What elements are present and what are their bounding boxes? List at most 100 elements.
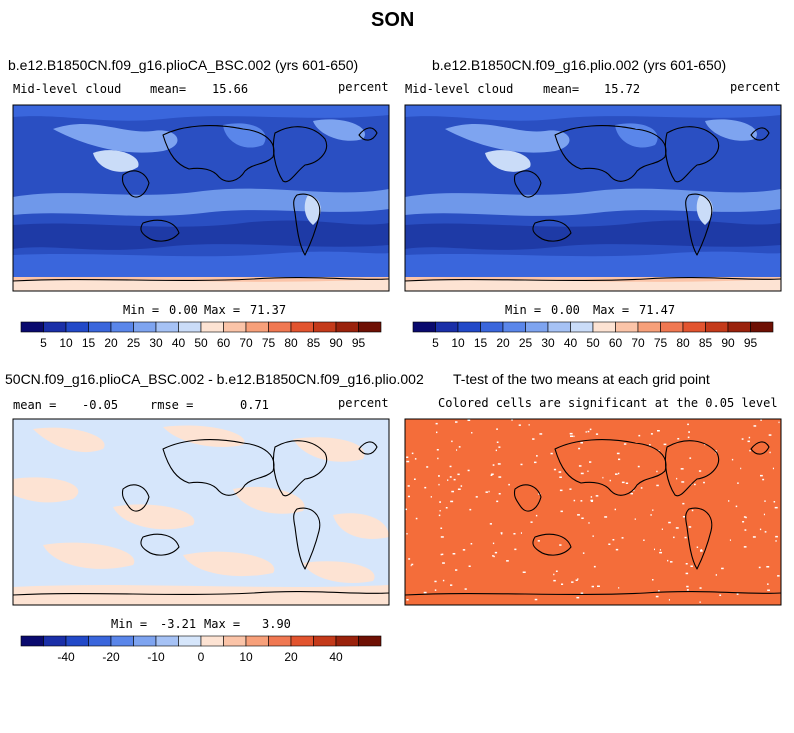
- max-label-top-right: Max =: [593, 303, 630, 317]
- colorbar-tick-label: 70: [239, 336, 253, 350]
- insignificant-cell: [759, 528, 762, 531]
- insignificant-cell: [593, 565, 596, 568]
- insignificant-cell: [411, 563, 414, 566]
- insignificant-cell: [582, 552, 585, 554]
- insignificant-cell: [434, 589, 437, 591]
- insignificant-cell: [458, 446, 461, 448]
- insignificant-cell: [491, 473, 494, 475]
- insignificant-cell: [689, 457, 692, 459]
- colorbar-swatch: [245, 635, 269, 647]
- colorbar-tick-label: 20: [496, 336, 510, 350]
- insignificant-cell: [766, 566, 770, 568]
- cloud-field-abs: [405, 105, 781, 291]
- colorbar-swatch: [88, 321, 112, 333]
- colorbar-swatch: [65, 321, 89, 333]
- insignificant-cell: [676, 477, 678, 480]
- insignificant-cell: [464, 588, 467, 590]
- insignificant-cell: [496, 441, 499, 443]
- insignificant-cell: [457, 488, 461, 490]
- colorbar-tick-label: 5: [432, 336, 439, 350]
- min-value-top-left: 0.00: [169, 303, 198, 317]
- insignificant-cell: [410, 564, 412, 567]
- colorbar-tick-label: 5: [40, 336, 47, 350]
- insignificant-cell: [728, 500, 730, 502]
- insignificant-cell: [696, 546, 699, 548]
- insignificant-cell: [659, 549, 661, 551]
- insignificant-cell: [528, 424, 530, 426]
- insignificant-cell: [747, 440, 750, 443]
- insignificant-cell: [589, 428, 592, 431]
- colorbar-swatch: [268, 635, 292, 647]
- insignificant-cell: [469, 508, 472, 511]
- insignificant-cell: [460, 485, 463, 487]
- colorbar-swatch: [290, 321, 314, 333]
- insignificant-cell: [661, 528, 663, 530]
- colorbar-abs-left: 5 10 15 20 25 30 40 50 60 70 75 80 85 90 95: [20, 321, 382, 350]
- colorbar-tick-label: 0: [198, 650, 205, 664]
- insignificant-cell: [436, 431, 438, 434]
- max-value-top-right: 71.47: [639, 303, 676, 317]
- colorbar-abs-right: 5 10 15 20 25 30 40 50 60 70 75 80 85 90 95: [412, 321, 774, 350]
- colorbar-tick-label: 80: [676, 336, 690, 350]
- insignificant-cell: [687, 436, 690, 439]
- insignificant-cell: [623, 443, 627, 445]
- insignificant-cell: [688, 526, 692, 528]
- insignificant-cell: [699, 587, 702, 589]
- insignificant-cell: [682, 502, 685, 505]
- colorbar-tick-label: 85: [307, 336, 321, 350]
- insignificant-cell: [555, 570, 558, 572]
- insignificant-cell: [501, 533, 503, 535]
- colorbar-swatch: [178, 635, 202, 647]
- insignificant-cell: [658, 590, 660, 592]
- colorbar-tick-label: 40: [564, 336, 578, 350]
- difference-field: [13, 419, 389, 605]
- insignificant-cell: [453, 478, 456, 481]
- colorbar-tick-label: -10: [147, 650, 165, 664]
- ttest-significance-field: [405, 419, 781, 605]
- insignificant-cell: [735, 505, 738, 508]
- insignificant-cell: [763, 513, 765, 516]
- insignificant-cell: [493, 555, 495, 558]
- colorbar-swatch: [268, 321, 292, 333]
- colorbar-swatch: [223, 321, 247, 333]
- insignificant-cell: [581, 517, 584, 519]
- insignificant-cell: [775, 540, 777, 542]
- insignificant-cell: [764, 531, 767, 533]
- insignificant-cell: [573, 499, 576, 502]
- insignificant-cell: [595, 495, 599, 497]
- insignificant-cell: [615, 473, 618, 475]
- mean-label-bottom-left: mean =: [13, 398, 57, 412]
- insignificant-cell: [489, 523, 492, 525]
- insignificant-cell: [655, 595, 659, 598]
- insignificant-cell: [570, 435, 573, 437]
- insignificant-cell: [578, 447, 581, 450]
- mean-value-bottom-left: -0.05: [82, 398, 119, 412]
- coastlines-bottom-right: [404, 439, 782, 596]
- insignificant-cell: [699, 601, 701, 603]
- colorbar-swatch: [727, 321, 751, 333]
- insignificant-cell: [748, 436, 751, 439]
- insignificant-cell: [490, 474, 493, 476]
- insignificant-cell: [451, 440, 453, 443]
- insignificant-cell: [740, 467, 742, 470]
- insignificant-cell: [608, 543, 611, 545]
- insignificant-cell: [407, 485, 410, 487]
- insignificant-cell: [580, 500, 583, 502]
- insignificant-cell: [406, 456, 409, 458]
- insignificant-cell: [680, 468, 684, 470]
- mean-value-top-right: 15.72: [604, 82, 641, 96]
- colorbar-swatch: [133, 321, 157, 333]
- insignificant-cell: [752, 536, 756, 538]
- insignificant-cell: [468, 565, 471, 567]
- insignificant-cell: [514, 548, 517, 551]
- insignificant-cell: [772, 467, 774, 470]
- insignificant-cell: [471, 432, 473, 434]
- colorbar-tick-label: 25: [127, 336, 141, 350]
- insignificant-cell: [667, 559, 669, 562]
- mean-value-top-left: 15.66: [212, 82, 249, 96]
- colorbar-swatch: [335, 321, 359, 333]
- colorbar-swatch: [65, 635, 89, 647]
- colorbar-swatch: [525, 321, 549, 333]
- insignificant-cell: [470, 543, 473, 545]
- colorbar-tick-label: 50: [586, 336, 600, 350]
